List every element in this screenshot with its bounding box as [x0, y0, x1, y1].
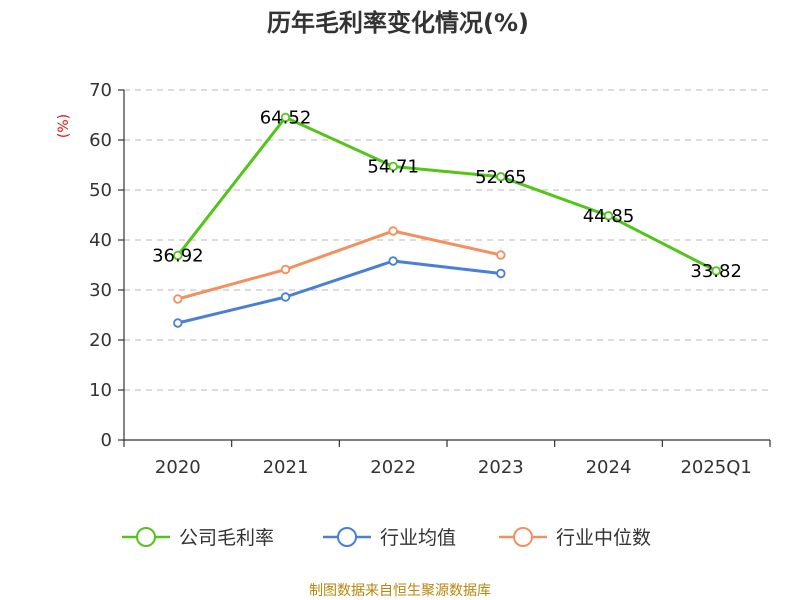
- series-line: [177, 259, 502, 325]
- series-line: [177, 229, 502, 301]
- chart-title: 历年毛利率变化情况(%): [267, 9, 529, 37]
- data-point: [280, 292, 291, 302]
- data-label: 36.92: [152, 245, 204, 266]
- legend-label: 行业中位数: [556, 527, 651, 549]
- legend-label: 公司毛利率: [179, 527, 274, 549]
- data-point: [496, 172, 506, 182]
- series-公司毛利率: [173, 112, 721, 276]
- y-tick-label: 50: [89, 180, 112, 201]
- x-tick-label: 2024: [586, 457, 632, 478]
- x-tick-label: 2022: [370, 457, 416, 478]
- data-point: [173, 294, 183, 304]
- data-point: [603, 211, 614, 221]
- source-text: 制图数据来自恒生聚源数据库: [309, 583, 491, 599]
- axes: 0 10 20 30 40 50 60 70 2020 2021 2022 2023 2024 2025Q…: [89, 80, 771, 478]
- data-point: [388, 161, 398, 172]
- legend-item: 行业均值: [323, 527, 456, 549]
- data-point: [280, 112, 291, 123]
- x-tick-label: 2025Q1: [680, 457, 751, 478]
- y-axis-label: (%): [56, 114, 72, 138]
- data-point: [496, 250, 506, 260]
- data-label: 54.71: [367, 156, 419, 177]
- data-label: 64.52: [260, 107, 312, 128]
- legend-marker: [136, 527, 156, 547]
- series-行业中位数: [173, 226, 506, 304]
- y-tick-label: 30: [89, 280, 112, 301]
- legend-label: 行业均值: [380, 527, 456, 549]
- data-label: 44.85: [583, 206, 635, 227]
- x-tick-label: 2021: [263, 457, 309, 478]
- data-labels: 36.92 64.52 54.71 52.65 44.85 33.82: [152, 107, 742, 282]
- legend-item: 公司毛利率: [122, 527, 274, 549]
- data-label: 33.82: [690, 261, 742, 282]
- data-point: [173, 250, 183, 261]
- legend-marker: [337, 527, 357, 547]
- y-tick-label: 60: [89, 130, 112, 151]
- data-point: [173, 318, 183, 328]
- x-tick-label: 2023: [478, 457, 524, 478]
- data-point: [280, 264, 291, 275]
- series-行业均值: [173, 256, 506, 328]
- data-point: [388, 226, 398, 236]
- legend-marker: [513, 527, 533, 547]
- data-point: [711, 266, 721, 276]
- data-label: 52.65: [475, 167, 527, 188]
- x-tick-label: 2020: [155, 457, 201, 478]
- grid: [124, 89, 770, 391]
- data-point: [388, 256, 398, 266]
- legend-item: 行业中位数: [499, 527, 651, 549]
- y-tick-label: 20: [89, 330, 112, 351]
- y-tick-label: 70: [89, 80, 112, 101]
- y-tick-label: 40: [89, 230, 112, 251]
- series-line: [176, 115, 717, 273]
- y-tick-label: 10: [89, 380, 112, 401]
- legend: 公司毛利率 行业均值 行业中位数: [122, 527, 651, 549]
- data-point: [496, 268, 506, 279]
- y-tick-label: 0: [101, 430, 112, 451]
- series-layer: [173, 112, 721, 328]
